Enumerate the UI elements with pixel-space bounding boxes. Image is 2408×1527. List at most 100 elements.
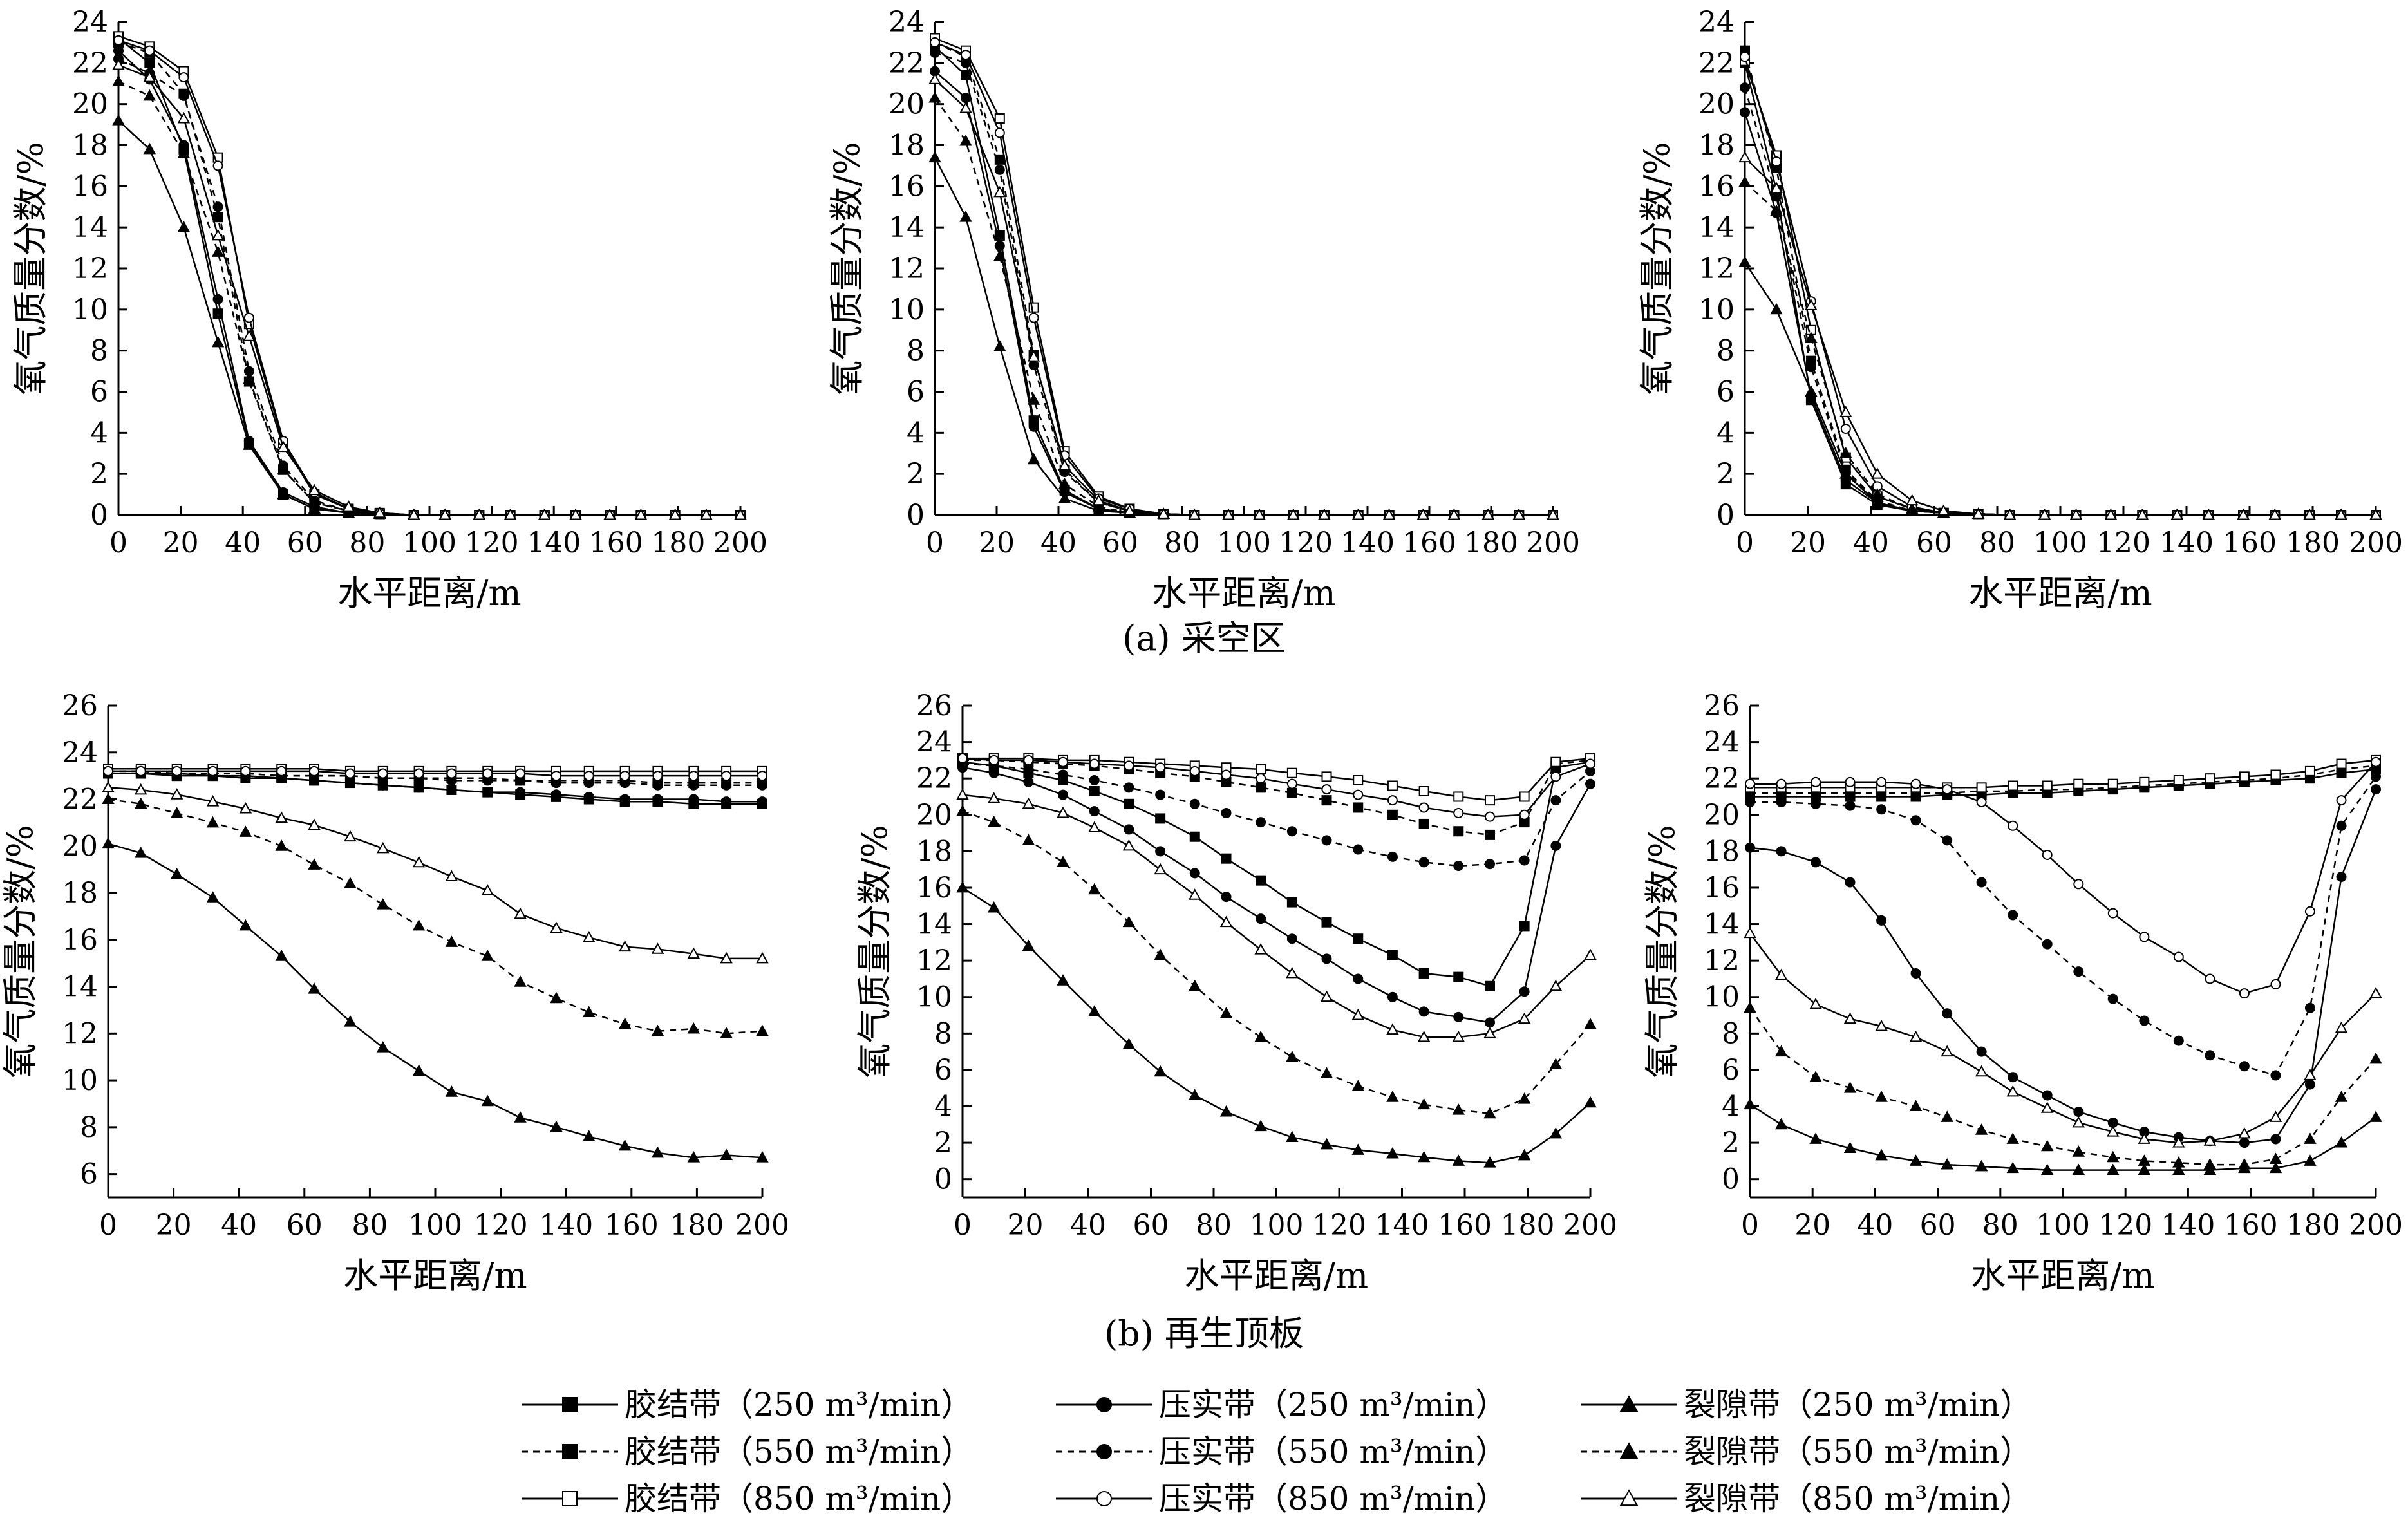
data-point bbox=[2238, 1127, 2251, 1139]
data-point bbox=[1740, 107, 1750, 118]
y-tick-label: 14 bbox=[62, 971, 98, 1004]
x-tick-label: 180 bbox=[670, 1209, 724, 1242]
data-point bbox=[1221, 892, 1232, 903]
data-point bbox=[1387, 851, 1398, 862]
data-point bbox=[143, 89, 156, 101]
data-point bbox=[756, 951, 769, 964]
data-point bbox=[2304, 765, 2315, 776]
data-point bbox=[243, 330, 256, 341]
data-point bbox=[143, 142, 156, 155]
data-point bbox=[1871, 467, 1884, 479]
data-point bbox=[1222, 508, 1235, 520]
data-point bbox=[1189, 798, 1200, 809]
data-point bbox=[1353, 933, 1364, 944]
data-point bbox=[112, 58, 125, 70]
data-point bbox=[1028, 421, 1039, 432]
data-point bbox=[2335, 1091, 2348, 1102]
data-point bbox=[178, 90, 189, 101]
data-point bbox=[2006, 1132, 2019, 1144]
data-point bbox=[688, 771, 699, 782]
data-point bbox=[2304, 1002, 2315, 1013]
legend-item: 裂隙带（850 m³/min） bbox=[1581, 1480, 2032, 1517]
data-point bbox=[2003, 508, 2017, 520]
x-tick-label: 40 bbox=[1040, 527, 1077, 559]
data-point bbox=[1910, 778, 1921, 789]
data-point bbox=[1387, 991, 1398, 1002]
series-line bbox=[108, 767, 762, 773]
data-point bbox=[2042, 780, 2053, 791]
data-point bbox=[1738, 256, 1751, 267]
y-tick-label: 0 bbox=[90, 499, 108, 532]
series-6 bbox=[113, 35, 746, 520]
series-line bbox=[934, 41, 1553, 516]
data-point bbox=[1027, 350, 1040, 362]
data-point bbox=[1519, 986, 1530, 997]
data-point bbox=[2040, 1163, 2054, 1175]
y-tick-label: 6 bbox=[90, 376, 108, 409]
data-point bbox=[170, 788, 183, 800]
x-tick-label: 200 bbox=[713, 527, 767, 559]
data-point bbox=[956, 881, 969, 893]
data-point bbox=[2173, 775, 2184, 786]
data-point bbox=[277, 487, 290, 500]
y-tick-label: 2 bbox=[907, 458, 925, 491]
data-point bbox=[1453, 826, 1464, 837]
x-tick-label: 60 bbox=[1916, 527, 1952, 559]
series-1 bbox=[113, 33, 746, 520]
data-point bbox=[1976, 877, 1987, 888]
data-point bbox=[1351, 1143, 1364, 1155]
data-point bbox=[1286, 826, 1297, 837]
data-point bbox=[1387, 780, 1398, 791]
data-point bbox=[1023, 764, 1034, 775]
data-point bbox=[2073, 879, 2084, 890]
data-point bbox=[993, 340, 1006, 351]
data-point bbox=[618, 1139, 632, 1151]
data-point bbox=[1941, 1157, 1953, 1170]
data-point bbox=[2173, 1035, 2184, 1046]
series-line bbox=[1744, 156, 2376, 516]
data-point bbox=[956, 788, 969, 800]
data-point bbox=[1418, 857, 1429, 868]
y-tick-label: 12 bbox=[72, 252, 108, 285]
data-point bbox=[438, 508, 451, 520]
x-tick-label: 20 bbox=[979, 527, 1015, 559]
data-point bbox=[171, 765, 182, 776]
data-point bbox=[2069, 508, 2083, 520]
y-tick-label: 12 bbox=[889, 252, 925, 285]
data-point bbox=[412, 856, 426, 868]
data-point bbox=[1774, 1045, 1788, 1057]
y-tick-label: 14 bbox=[72, 211, 108, 244]
y-tick-label: 14 bbox=[1704, 908, 1740, 941]
series-line bbox=[118, 39, 740, 516]
data-point bbox=[583, 931, 596, 942]
data-point bbox=[2172, 1136, 2185, 1148]
data-point bbox=[1585, 778, 1595, 789]
x-tick-label: 160 bbox=[589, 527, 643, 559]
y-tick-label: 10 bbox=[889, 294, 925, 326]
data-point bbox=[1519, 855, 1530, 866]
data-point bbox=[1875, 1091, 1888, 1102]
data-point bbox=[1483, 1027, 1496, 1038]
series-line bbox=[934, 157, 1553, 516]
data-point bbox=[103, 765, 113, 776]
data-point bbox=[1321, 771, 1332, 782]
y-tick-label: 12 bbox=[62, 1017, 98, 1050]
data-point bbox=[2107, 778, 2118, 789]
data-point bbox=[515, 768, 526, 779]
data-point bbox=[1805, 332, 1818, 343]
x-tick-label: 200 bbox=[2349, 527, 2403, 559]
y-tick-label: 12 bbox=[916, 944, 952, 977]
y-tick-label: 4 bbox=[907, 417, 925, 449]
data-point bbox=[1453, 971, 1464, 982]
x-axis-label: 水平距离/m bbox=[343, 1255, 527, 1296]
data-point bbox=[1189, 831, 1200, 842]
data-point bbox=[412, 1064, 426, 1076]
data-point bbox=[376, 841, 390, 854]
data-point bbox=[1189, 888, 1201, 900]
series-line bbox=[118, 41, 740, 516]
data-point bbox=[1022, 797, 1035, 809]
data-point bbox=[1910, 815, 1921, 826]
series-9 bbox=[1744, 926, 2382, 1148]
legend-label: 裂隙带（550 m³/min） bbox=[1684, 1433, 2032, 1470]
